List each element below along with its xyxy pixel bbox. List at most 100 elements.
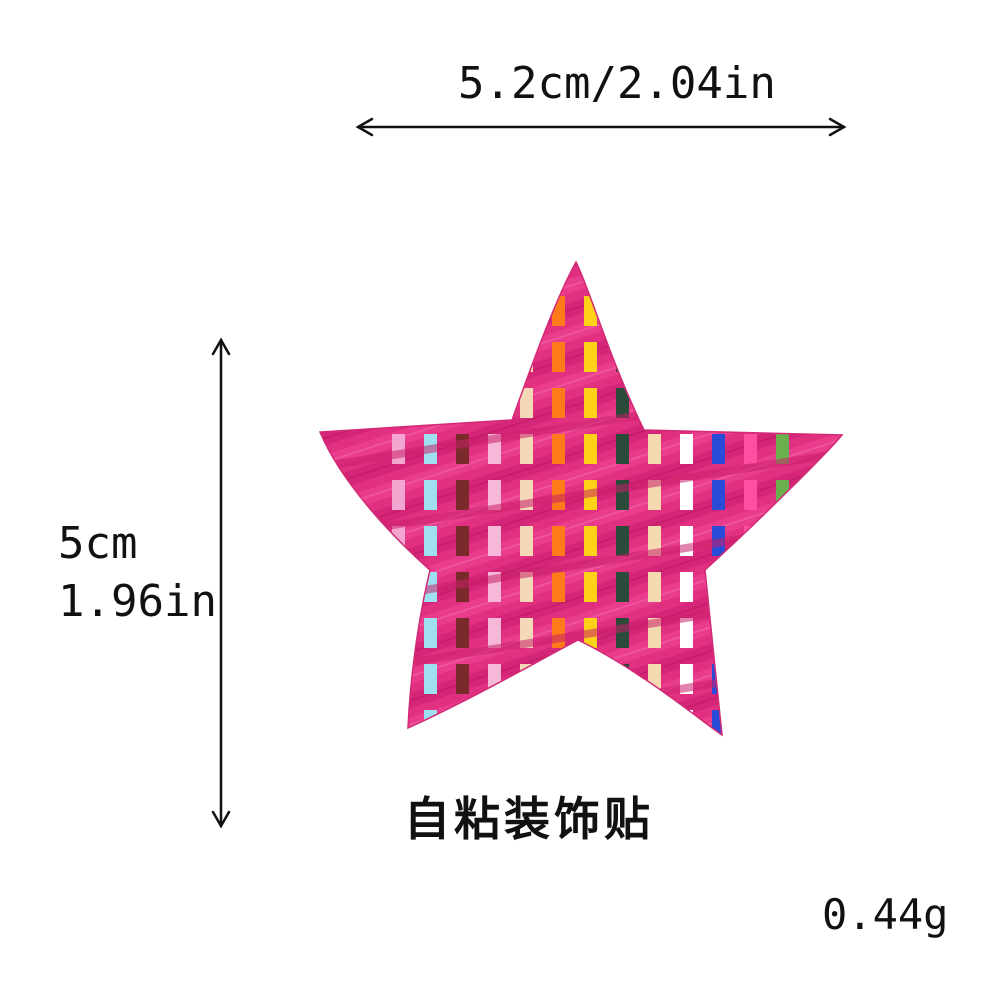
weave-stripe-segment — [392, 572, 405, 602]
weave-stripe-segment — [392, 434, 405, 464]
weave-stripe-segment — [712, 756, 725, 786]
weave-stripe-segment — [744, 664, 757, 694]
weave-stripe-segment — [744, 756, 757, 786]
weave-stripe-segment — [776, 342, 789, 372]
weave-stripe-segment — [616, 434, 629, 464]
weave-stripe-segment — [488, 618, 501, 648]
weave-stripe-segment — [392, 296, 405, 326]
weave-stripe-segment — [456, 664, 469, 694]
weave-stripe-segment — [680, 262, 693, 280]
weave-stripe-segment — [616, 710, 629, 735]
weave-stripe-segment — [616, 296, 629, 326]
weave-stripe-segment — [584, 434, 597, 464]
weave-stripe-segment — [392, 388, 405, 418]
weave-stripe-segment — [616, 572, 629, 602]
weave-stripe-segment — [776, 480, 789, 510]
weave-stripe-segment — [456, 388, 469, 418]
weave-stripe-segment — [680, 618, 693, 648]
weave-stripe-segment — [488, 480, 501, 510]
weave-stripe-segment — [680, 756, 693, 786]
weave-stripe-segment — [552, 664, 565, 694]
weave-stripe-segment — [520, 756, 533, 786]
weave-stripe-segment — [648, 262, 661, 280]
weave-stripe-segment — [776, 618, 789, 648]
weave-stripe-segment — [616, 388, 629, 418]
weave-stripe-segment — [552, 710, 565, 735]
weave-stripe-segment — [520, 526, 533, 556]
weave-stripe-segment — [648, 572, 661, 602]
weave-stripe-segment — [552, 572, 565, 602]
weave-stripe-segment — [776, 262, 789, 280]
weave-stripe-segment — [520, 710, 533, 735]
weave-stripe-segment — [712, 388, 725, 418]
weave-stripe-segment — [712, 710, 725, 735]
weave-stripe-segment — [744, 434, 757, 464]
weave-stripe-segment — [744, 342, 757, 372]
weave-stripe-segment — [584, 710, 597, 735]
weave-stripe-segment — [712, 296, 725, 326]
weave-stripe-segment — [680, 434, 693, 464]
weave-stripe-segment — [456, 756, 469, 786]
weave-stripe-segment — [616, 664, 629, 694]
weave-stripe-segment — [552, 296, 565, 326]
weave-stripe-segment — [744, 572, 757, 602]
weave-stripe-segment — [520, 296, 533, 326]
weave-stripe-segment — [776, 388, 789, 418]
weave-stripe-segment — [488, 756, 501, 786]
weave-stripe-segment — [648, 710, 661, 735]
weave-stripe-segment — [488, 262, 501, 280]
weave-stripe-segment — [424, 664, 437, 694]
weave-stripe-segment — [520, 262, 533, 280]
weave-stripe-segment — [488, 342, 501, 372]
weave-stripe-segment — [424, 756, 437, 786]
weave-stripe-segment — [424, 480, 437, 510]
weave-stripe-segment — [648, 434, 661, 464]
weave-stripe-segment — [712, 618, 725, 648]
weave-stripe-segment — [456, 526, 469, 556]
weave-stripe-segment — [424, 388, 437, 418]
weave-stripe-segment — [552, 434, 565, 464]
weave-stripe-segment — [776, 434, 789, 464]
product-caption: 自粘装饰贴 — [404, 792, 654, 846]
weave-stripe-segment — [584, 262, 597, 280]
weave-stripe-segment — [552, 756, 565, 786]
weave-stripe-segment — [680, 342, 693, 372]
weave-stripe-segment — [616, 262, 629, 280]
weave-stripe-segment — [424, 526, 437, 556]
weave-stripe-segment — [584, 756, 597, 786]
weave-stripe-segment — [584, 526, 597, 556]
weave-stripe-segment — [584, 664, 597, 694]
weave-stripe-segment — [488, 388, 501, 418]
weave-stripe-segment — [520, 388, 533, 418]
weave-stripe-segment — [456, 480, 469, 510]
weave-stripe-segment — [680, 388, 693, 418]
weave-stripe-segment — [744, 296, 757, 326]
weave-stripe-segment — [552, 342, 565, 372]
weave-stripe-segment — [392, 618, 405, 648]
weave-stripe-segment — [424, 618, 437, 648]
weave-stripe-segment — [776, 664, 789, 694]
weave-stripe-segment — [616, 756, 629, 786]
weave-stripe-segment — [776, 526, 789, 556]
height-arrow — [211, 337, 231, 829]
weave-stripe-segment — [488, 296, 501, 326]
weave-stripe-segment — [744, 388, 757, 418]
weave-stripe-segment — [776, 710, 789, 735]
weave-stripe-segment — [456, 342, 469, 372]
weave-stripe-segment — [488, 664, 501, 694]
weave-stripe-segment — [776, 756, 789, 786]
weave-stripe-segment — [680, 572, 693, 602]
weave-stripe-segment — [456, 434, 469, 464]
weave-stripe-segment — [616, 618, 629, 648]
weave-stripe-segment — [712, 664, 725, 694]
width-dimension-label: 5.2cm/2.04in — [458, 58, 776, 109]
weave-stripe-segment — [552, 526, 565, 556]
weave-stripe-segment — [648, 342, 661, 372]
weave-stripe-segment — [776, 572, 789, 602]
weave-stripe-segment — [456, 262, 469, 280]
weave-stripe-segment — [648, 756, 661, 786]
weave-stripe-segment — [392, 710, 405, 735]
weave-stripe-segment — [424, 262, 437, 280]
weave-stripe-segment — [744, 480, 757, 510]
